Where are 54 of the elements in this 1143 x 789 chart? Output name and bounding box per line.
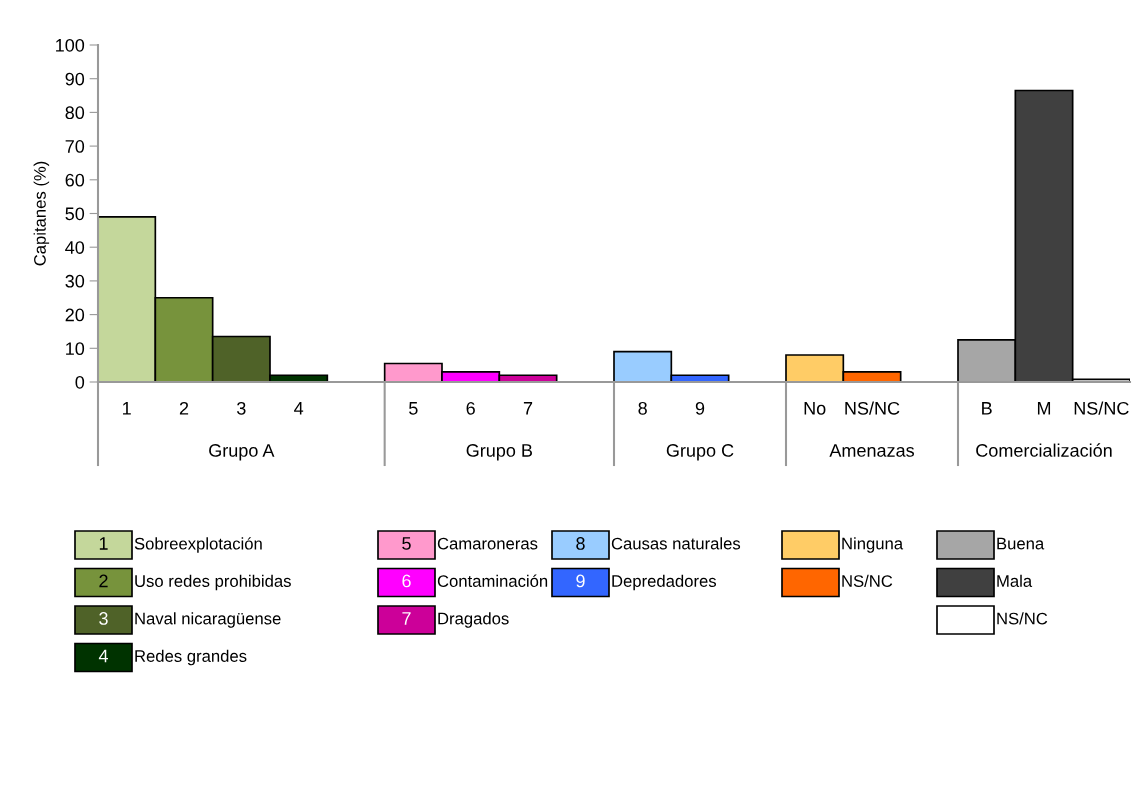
category-label: 8: [576, 537, 585, 550]
y-tick-label: 60: [65, 173, 85, 187]
x-tick-label: 9: [695, 401, 705, 415]
category-label: 9: [576, 574, 585, 588]
y-tick-label: 30: [65, 274, 85, 288]
legend-label: Buena: [997, 537, 1045, 550]
y-axis-title: Capitanes (%): [33, 161, 50, 266]
x-tick-label: No: [804, 402, 826, 415]
x-tick-label: 1: [123, 402, 131, 415]
y-tick-label: 100: [56, 38, 85, 52]
x-tick-label: 8: [638, 401, 647, 415]
legend-label: Sobreexplotación: [134, 537, 262, 553]
x-tick-label: 5: [409, 402, 418, 415]
x-tick-label: 4: [294, 402, 304, 415]
legend-label: Depredadores: [612, 574, 717, 591]
category-label: 3: [99, 612, 108, 625]
y-tick-label: 20: [65, 308, 85, 322]
x-tick-label: 2: [179, 401, 189, 415]
x-tick-label: 3: [237, 401, 246, 415]
category-label: 6: [402, 574, 411, 588]
category-label: 5: [402, 537, 411, 550]
legend-label: Uso redes prohibidas: [135, 574, 291, 591]
legend-label: Mala: [997, 574, 1033, 587]
y-tick-label: 40: [65, 241, 85, 254]
x-tick-label: 7: [523, 402, 533, 415]
y-tick-label: 80: [65, 106, 85, 120]
y-tick-label: 50: [65, 207, 85, 221]
x-tick-label: B: [982, 402, 992, 415]
legend-label: Contaminación: [437, 574, 548, 587]
legend-label: Naval nicaragüense: [135, 612, 281, 628]
y-tick-label: 90: [65, 72, 85, 86]
category-label: 1: [99, 537, 108, 550]
legend-label: Causas naturales: [611, 537, 741, 550]
text: Grupo C: [666, 444, 734, 461]
category-label: 4: [98, 649, 108, 663]
legend-label: Camaroneras: [437, 537, 538, 550]
text: Grupo B: [466, 444, 532, 461]
x-tick-label: 6: [466, 401, 475, 415]
text: Amenazas: [829, 444, 914, 457]
legend-label: Redes grandes: [135, 649, 247, 666]
y-tick-label: 0: [75, 375, 85, 389]
x-tick-label: NS/NC: [1074, 401, 1129, 415]
text: Comercialización: [976, 443, 1112, 457]
legend-label: NS/NC: [842, 574, 893, 587]
y-tick-label: 10: [66, 342, 85, 356]
legend-label: Ninguna: [842, 537, 904, 553]
x-tick-label: NS/NC: [845, 401, 900, 415]
category-label: 7: [402, 612, 411, 625]
x-tick-label: M: [1037, 402, 1051, 415]
legend-label: NS/NC: [997, 612, 1048, 625]
text: Grupo A: [209, 444, 275, 461]
y-tick-label: 70: [65, 140, 85, 153]
category-label: 2: [99, 574, 108, 588]
legend-label: Dragados: [438, 612, 509, 628]
